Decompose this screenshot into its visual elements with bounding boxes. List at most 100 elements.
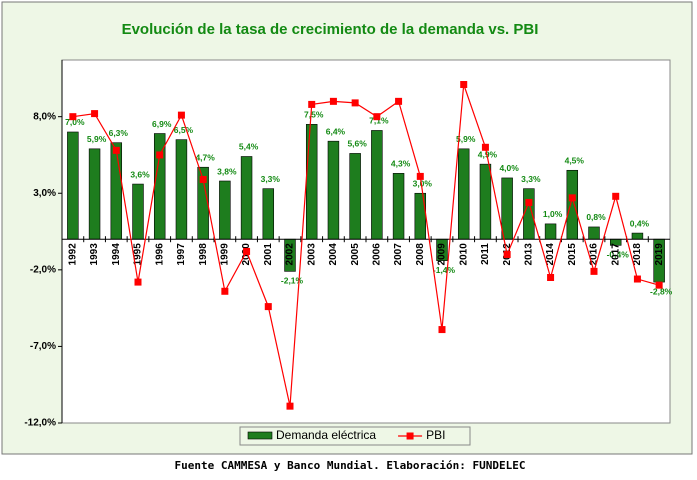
line-marker: [264, 303, 272, 311]
x-tick-label: 2010: [458, 243, 469, 266]
x-tick-label: 1996: [154, 243, 165, 266]
line-marker: [91, 110, 99, 118]
data-label: -2,8%: [650, 286, 673, 296]
data-label: 4,9%: [478, 149, 498, 159]
legend-marker: [406, 432, 414, 440]
bar: [262, 188, 275, 240]
y-tick-label: -12,0%: [24, 418, 56, 429]
x-tick-label: 1992: [67, 243, 78, 266]
line-marker: [243, 247, 251, 255]
line-marker: [612, 192, 620, 200]
line-marker: [286, 402, 294, 410]
data-label: 5,9%: [456, 134, 476, 144]
line-marker: [481, 143, 489, 151]
line-marker: [438, 326, 446, 334]
data-label: 0,4%: [630, 218, 650, 228]
legend: Demanda eléctrica PBI: [239, 426, 471, 446]
x-tick-label: 1995: [133, 243, 144, 266]
line-marker: [416, 172, 424, 180]
data-label: 1,0%: [543, 209, 563, 219]
x-tick-label: 1997: [176, 243, 187, 266]
data-label: 6,5%: [174, 125, 194, 135]
legend-label: PBI: [426, 428, 445, 442]
data-label: 5,9%: [87, 134, 107, 144]
bar: [88, 148, 101, 240]
bar: [219, 180, 231, 240]
data-label: 4,3%: [391, 159, 411, 169]
x-tick-label: 2015: [567, 243, 578, 266]
legend-label: Demanda eléctrica: [276, 428, 376, 442]
bar: [631, 232, 644, 240]
line-marker: [373, 113, 381, 121]
data-label: 6,4%: [326, 126, 346, 136]
line-marker: [525, 198, 533, 206]
line-marker: [308, 100, 316, 108]
x-tick-label: 1998: [198, 243, 209, 266]
line-marker: [633, 275, 641, 283]
bar: [457, 148, 470, 240]
x-tick-label: 2019: [654, 243, 665, 266]
line-marker: [590, 267, 598, 275]
line-marker: [351, 99, 359, 107]
line-marker: [69, 113, 77, 121]
x-tick-label: 2007: [393, 243, 404, 266]
x-tick-label: 2004: [328, 243, 339, 266]
line-marker: [221, 287, 229, 295]
data-label: 3,6%: [130, 169, 150, 179]
x-tick-label: 2005: [350, 243, 361, 266]
data-label: 7,0%: [65, 117, 85, 127]
line: [72, 84, 660, 407]
data-label: 4,7%: [195, 152, 215, 162]
data-label: 6,3%: [109, 128, 129, 138]
line-marker: [134, 278, 142, 286]
line-marker: [177, 111, 185, 119]
bar: [501, 177, 513, 240]
x-tick-label: 2013: [523, 243, 534, 266]
data-label: 7,5%: [304, 110, 324, 120]
data-label: -0,4%: [607, 250, 630, 260]
y-tick-label: 8,0%: [33, 111, 56, 122]
line-marker: [503, 251, 511, 259]
x-tick-label: 2003: [306, 243, 317, 266]
y-tick-label: -2,0%: [30, 264, 56, 275]
x-tick-label: 2009: [437, 243, 448, 266]
bar: [544, 223, 557, 240]
bar: [349, 153, 361, 240]
legend-box: [239, 426, 471, 446]
source-note: Fuente CAMMESA y Banco Mundial. Elaborac…: [175, 459, 526, 472]
bar: [67, 131, 79, 240]
x-tick-label: 2014: [545, 243, 556, 266]
line-marker: [199, 175, 207, 183]
data-label: 3,3%: [261, 174, 281, 184]
data-label: 6,9%: [152, 119, 172, 129]
x-tick-label: 2011: [480, 243, 491, 265]
x-tick-label: 2008: [415, 243, 426, 266]
x-tick-label: 1994: [111, 243, 122, 266]
data-label: 7,1%: [369, 116, 389, 126]
data-label: 3,0%: [413, 179, 433, 189]
bar: [153, 133, 166, 240]
line-marker: [395, 97, 403, 105]
bar: [588, 226, 600, 240]
line-marker: [460, 81, 468, 89]
line-marker: [655, 281, 663, 289]
data-label: 4,0%: [499, 163, 519, 173]
y-tick-label: -7,0%: [30, 341, 56, 352]
line-marker: [568, 194, 576, 202]
bar: [566, 169, 579, 240]
bar: [240, 156, 253, 240]
x-tick-label: 2018: [632, 243, 643, 266]
x-tick-label: 1993: [89, 243, 100, 266]
x-tick-label: 2017: [610, 243, 621, 266]
data-label: 4,5%: [565, 156, 585, 166]
data-label: 5,6%: [347, 139, 367, 149]
data-label: -2,1%: [281, 276, 304, 286]
line-marker: [156, 151, 164, 159]
data-label: -1,4%: [433, 265, 456, 275]
x-tick-label: 2001: [263, 243, 274, 266]
line-marker: [547, 273, 555, 281]
bar: [392, 173, 405, 240]
data-label: 5,4%: [239, 142, 259, 152]
legend-swatch: [247, 431, 273, 440]
